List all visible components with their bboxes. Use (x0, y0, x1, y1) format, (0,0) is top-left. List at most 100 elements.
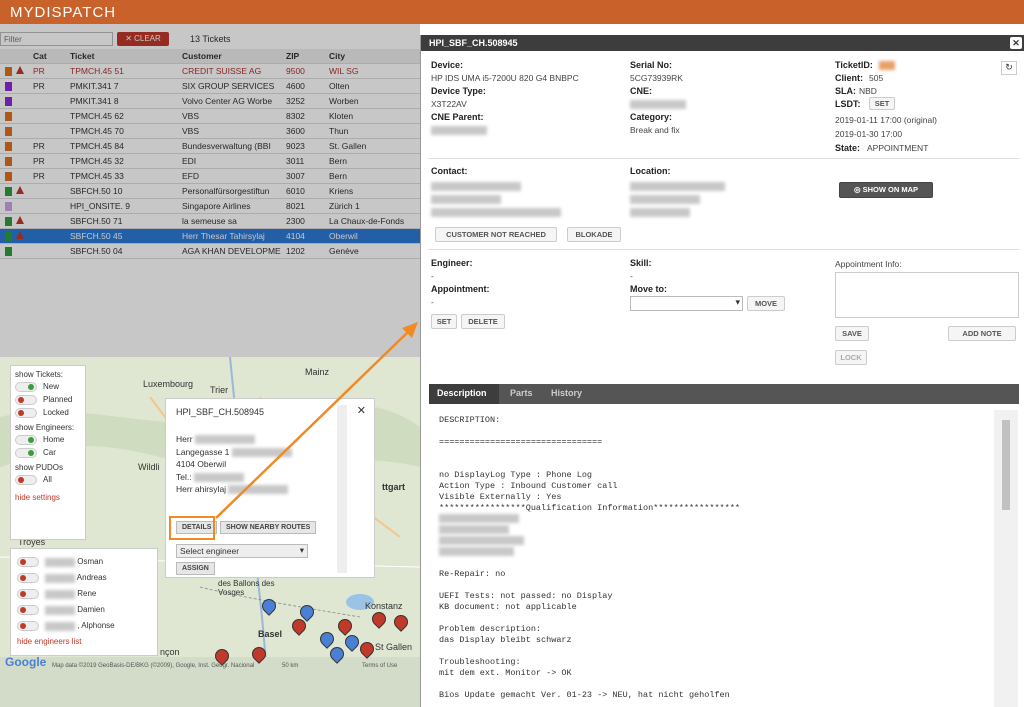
engineer-item[interactable]: Osman (17, 557, 151, 567)
cell-zip: 8302 (286, 111, 305, 121)
toggle-all[interactable]: All (15, 475, 81, 485)
table-row[interactable]: SBFCH.50 71 la semeuse sa 2300 La Chaux-de-… (0, 214, 420, 229)
filter-input[interactable] (0, 32, 113, 46)
table-row[interactable]: TPMCH.45 62 VBS 8302 Kloten (0, 109, 420, 124)
col-cat[interactable]: Cat (33, 51, 47, 61)
blokade-button[interactable]: BLOKADE (567, 227, 621, 242)
clear-button[interactable]: ✕ CLEAR (117, 32, 169, 46)
table-row[interactable]: PR TPMCH.45 51 CREDIT SUISSE AG 9500 WIL SG (0, 64, 420, 79)
cell-ticket: TPMCH.45 32 (70, 156, 124, 166)
save-button[interactable]: SAVE (835, 326, 869, 341)
table-row[interactable]: PR TPMCH.45 33 EFD 3007 Bern (0, 169, 420, 184)
scroll-thumb[interactable] (1002, 420, 1010, 510)
table-row[interactable]: SBFCH.50 45 Herr Thesar Tahirsylaj 4104 Obe… (0, 229, 420, 244)
toggle-home[interactable]: Home (15, 435, 81, 445)
table-row[interactable]: HPI_ONSITE. 9 Singapore Airlines 8021 Züric… (0, 199, 420, 214)
cell-ticket: TPMCH.45 70 (70, 126, 124, 136)
toggle-car[interactable]: Car (15, 448, 81, 458)
move-button[interactable]: MOVE (747, 296, 785, 311)
terms-link[interactable]: Terms of Use (362, 663, 398, 669)
add-note-button[interactable]: ADD NOTE (948, 326, 1016, 341)
tab-description[interactable]: Description (429, 384, 499, 404)
table-row[interactable]: PR TPMCH.45 32 EDI 3011 Bern (0, 154, 420, 169)
engineer-name-blur (45, 621, 75, 631)
cell-cat: PR (33, 141, 45, 151)
table-row[interactable]: TPMCH.45 70 VBS 3600 Thun (0, 124, 420, 139)
cell-ticket: SBFCH.50 71 (70, 216, 123, 226)
appointment-info-textarea[interactable] (835, 272, 1019, 318)
assign-button[interactable]: ASSIGN (176, 562, 215, 575)
engineer-item[interactable]: , Alphonse (17, 621, 151, 631)
cell-ticket: TPMCH.45 33 (70, 171, 124, 181)
customer-not-reached-button[interactable]: CUSTOMER NOT REACHED (435, 227, 557, 242)
cell-city: Kriens (329, 186, 354, 196)
popup-line-text: 4104 Oberwil (176, 459, 227, 469)
engineer-name-blur (45, 605, 75, 615)
show-on-map-button[interactable]: ◎ SHOW ON MAP (839, 182, 933, 198)
hide-engineers-link[interactable]: hide engineers list (17, 637, 82, 646)
tab-parts[interactable]: Parts (510, 388, 533, 398)
description-scrollbar[interactable] (994, 410, 1018, 707)
engineer-item[interactable]: Andreas (17, 573, 151, 583)
show-nearby-routes-button[interactable]: SHOW NEARBY ROUTES (220, 521, 317, 534)
lsdt-set-button[interactable]: SET (869, 97, 895, 110)
state-value: APPOINTMENT (867, 143, 929, 153)
table-row[interactable]: PR TPMCH.45 84 Bundesverwaltung (BBI 9023 St… (0, 139, 420, 154)
lock-button[interactable]: LOCK (835, 350, 867, 365)
description-line: Problem description: (439, 624, 542, 634)
table-row[interactable]: PR PMKIT.341 7 SIX GROUP SERVICES 4600 Olten (0, 79, 420, 94)
description-line (439, 679, 1003, 689)
engineer-item[interactable]: Damien (17, 605, 151, 615)
close-icon[interactable]: ✕ (356, 405, 366, 417)
description-line (439, 525, 1003, 535)
toggle[interactable] (17, 605, 39, 615)
cell-zip: 3007 (286, 171, 305, 181)
status-marker (5, 82, 12, 91)
col-ticket[interactable]: Ticket (70, 51, 95, 61)
table-row[interactable]: SBFCH.50 10 Personalfürsorgestiftun 6010 Kr… (0, 184, 420, 199)
toggle[interactable] (17, 621, 39, 631)
toggle[interactable] (17, 573, 39, 583)
toggle-locked[interactable]: Locked (15, 408, 81, 418)
hide-settings-link[interactable]: hide settings (15, 493, 60, 502)
col-city[interactable]: City (329, 51, 346, 61)
ticketid-value (879, 60, 895, 71)
lsdt-original: 2019-01-11 17:00 (original) (835, 115, 937, 125)
app-title: MYDISPATCH (10, 4, 117, 21)
popup-line: 4104 Oberwil (176, 458, 292, 471)
move-to-select[interactable]: ▾ (630, 296, 743, 311)
cell-city: WIL SG (329, 66, 359, 76)
tab-history[interactable]: History (551, 388, 583, 398)
engineer-label: Engineer: (431, 258, 473, 268)
cell-ticket: PMKIT.341 7 (70, 81, 119, 91)
close-icon[interactable]: ✕ (1010, 37, 1022, 49)
refresh-icon[interactable]: ↻ (1001, 61, 1017, 75)
map-label: ttgart (382, 482, 405, 492)
popup-scrollbar[interactable] (337, 405, 347, 573)
description-line (439, 558, 1003, 568)
divider (429, 158, 1019, 159)
cell-zip: 4104 (286, 231, 305, 241)
chevron-down-icon: ▾ (299, 545, 304, 555)
ticket-table: Cat Ticket Customer ZIP City PR TPMCH.45 … (0, 49, 420, 259)
col-zip[interactable]: ZIP (286, 51, 300, 61)
details-button[interactable]: DETAILS (176, 521, 218, 534)
col-customer[interactable]: Customer (182, 51, 222, 61)
cell-zip: 4600 (286, 81, 305, 91)
toggle[interactable] (17, 589, 39, 599)
appointment-set-button[interactable]: SET (431, 314, 457, 329)
divider (429, 249, 1019, 250)
table-row[interactable]: PMKIT.341 8 Volvo Center AG Worbe 3252 Worb… (0, 94, 420, 109)
device-type-value: X3T22AV (431, 99, 467, 109)
status-marker (5, 67, 12, 76)
appointment-delete-button[interactable]: DELETE (461, 314, 505, 329)
toggle-planned[interactable]: Planned (15, 395, 81, 405)
toggle-new[interactable]: New (15, 382, 81, 392)
toggle[interactable] (17, 557, 39, 567)
table-row[interactable]: SBFCH.50 04 AGA KHAN DEVELOPME 1202 Genève (0, 244, 420, 259)
map-label: Troyes (18, 537, 46, 547)
cell-customer: AGA KHAN DEVELOPME (182, 246, 281, 256)
engineer-item[interactable]: Rene (17, 589, 151, 599)
engineer-select[interactable]: Select engineer ▾ (176, 544, 308, 558)
description-line (439, 536, 1003, 546)
